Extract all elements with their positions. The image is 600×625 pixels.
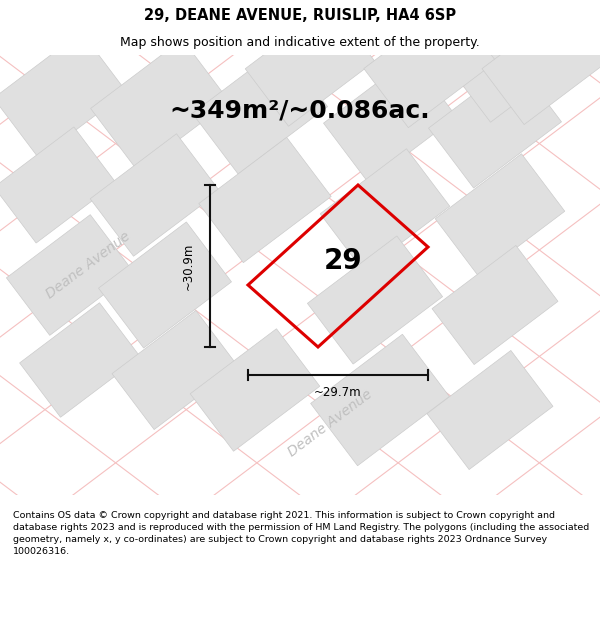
Text: Map shows position and indicative extent of the property.: Map shows position and indicative extent… (120, 36, 480, 49)
Polygon shape (428, 62, 562, 188)
Polygon shape (323, 57, 457, 183)
Text: Deane Avenue: Deane Avenue (285, 387, 375, 459)
Polygon shape (7, 214, 134, 336)
Polygon shape (311, 334, 449, 466)
Polygon shape (432, 246, 558, 364)
Polygon shape (245, 4, 375, 126)
Text: ~349m²/~0.086ac.: ~349m²/~0.086ac. (170, 98, 430, 122)
Polygon shape (449, 8, 571, 122)
Polygon shape (320, 149, 450, 271)
Text: ~30.9m: ~30.9m (182, 242, 194, 290)
Text: Deane Avenue: Deane Avenue (43, 229, 133, 301)
Polygon shape (20, 302, 140, 418)
Polygon shape (112, 311, 238, 429)
Polygon shape (0, 127, 116, 243)
Text: Contains OS data © Crown copyright and database right 2021. This information is : Contains OS data © Crown copyright and d… (13, 511, 589, 556)
Polygon shape (307, 236, 443, 364)
Polygon shape (435, 154, 565, 276)
Polygon shape (90, 134, 220, 256)
Text: ~29.7m: ~29.7m (314, 386, 362, 399)
Polygon shape (199, 138, 331, 262)
Polygon shape (427, 351, 553, 469)
Polygon shape (98, 222, 232, 348)
Polygon shape (190, 329, 320, 451)
Polygon shape (482, 6, 600, 124)
Polygon shape (193, 46, 328, 174)
Polygon shape (0, 32, 127, 158)
Polygon shape (364, 2, 496, 127)
Text: 29, DEANE AVENUE, RUISLIP, HA4 6SP: 29, DEANE AVENUE, RUISLIP, HA4 6SP (144, 8, 456, 23)
Text: 29: 29 (323, 247, 362, 275)
Polygon shape (91, 39, 229, 171)
